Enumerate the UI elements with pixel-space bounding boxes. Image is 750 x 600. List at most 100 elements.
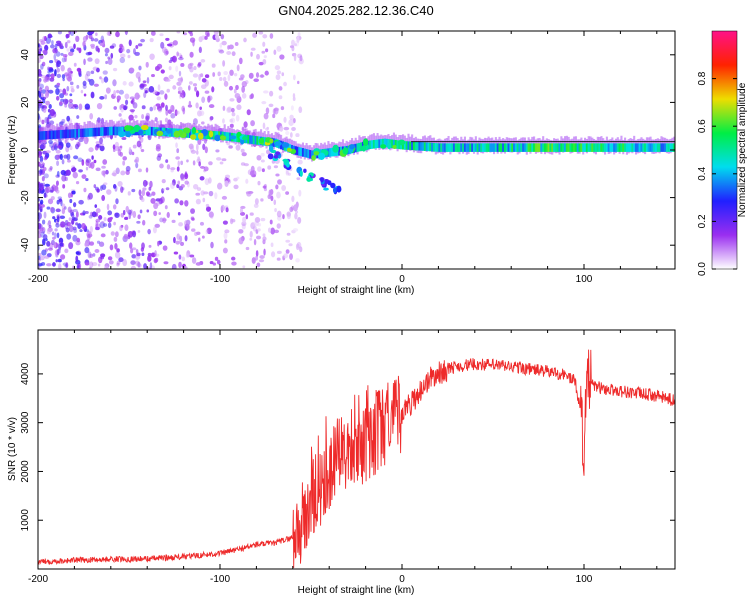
ridge-cell [385, 138, 388, 148]
noise-point [162, 245, 168, 251]
ridge-cell [422, 142, 425, 151]
noise-point [187, 251, 191, 256]
noise-point [63, 154, 68, 159]
noise-point [46, 74, 52, 77]
noise-point [236, 176, 240, 180]
noise-point [65, 227, 70, 233]
noise-point [85, 34, 89, 40]
noise-point [69, 145, 73, 151]
noise-point [97, 47, 100, 53]
noise-point [201, 78, 207, 83]
ridge-blob [380, 144, 387, 149]
noise-point [56, 216, 60, 223]
ridge-cell [611, 143, 614, 152]
noise-point [121, 137, 127, 140]
noise-point [45, 36, 52, 44]
ridge-cell [498, 143, 501, 152]
ridge-cell [500, 143, 503, 152]
noise-point [228, 44, 234, 50]
noise-point [76, 67, 82, 72]
noise-point [47, 220, 52, 226]
ridge-cell [372, 140, 375, 149]
ridge-cell [667, 143, 670, 152]
noise-point [230, 107, 235, 113]
ridge-cell [547, 143, 550, 152]
noise-point [178, 222, 184, 227]
noise-point [297, 32, 301, 37]
noise-point [122, 104, 128, 110]
noise-point [228, 85, 234, 91]
noise-point [250, 222, 256, 230]
x-tick-label: -100 [210, 574, 230, 585]
noise-point [269, 90, 274, 97]
noise-point [266, 149, 271, 155]
ridge-cell [263, 137, 266, 146]
noise-point [195, 90, 200, 98]
noise-point [55, 180, 59, 186]
noise-point [38, 183, 42, 189]
ridge-blob [342, 147, 349, 155]
noise-point [151, 191, 156, 196]
noise-point [199, 73, 204, 78]
noise-point [66, 233, 72, 240]
noise-point [176, 110, 180, 115]
ridge-cell [616, 143, 619, 152]
snr-frame [37, 329, 676, 570]
noise-point [88, 78, 95, 86]
noise-point [180, 184, 185, 188]
noise-point [292, 228, 299, 232]
noise-point [109, 244, 114, 251]
noise-point [145, 191, 151, 197]
noise-point [134, 92, 140, 100]
noise-point [206, 32, 210, 37]
noise-point [224, 174, 231, 179]
noise-point [210, 241, 214, 249]
noise-point [117, 145, 123, 151]
noise-point [109, 45, 115, 49]
ridge-cell [110, 126, 113, 136]
ridge-cell [381, 138, 385, 148]
noise-point [196, 150, 199, 155]
ridge-cell [90, 127, 93, 137]
ridge-cell [360, 142, 363, 151]
noise-point [136, 220, 141, 224]
noise-point [241, 81, 247, 88]
ridge-cell [540, 143, 543, 152]
ridge-cell [92, 127, 95, 137]
noise-point [265, 107, 270, 115]
ridge-cell [527, 143, 530, 152]
noise-point [115, 198, 119, 205]
noise-point [297, 217, 302, 224]
ridge-halo [620, 135, 623, 151]
noise-point [55, 140, 59, 147]
noise-point [128, 146, 132, 153]
noise-point [152, 90, 158, 95]
noise-point [231, 112, 236, 117]
noise-point [221, 158, 227, 162]
noise-point [88, 147, 94, 153]
ridge-cell [63, 129, 66, 139]
noise-point [289, 45, 295, 49]
ridge-halo [565, 135, 568, 151]
noise-point [122, 259, 128, 267]
noise-point [100, 255, 105, 260]
noise-point [226, 51, 232, 55]
noise-point [142, 179, 148, 187]
ridge-cell [391, 139, 394, 149]
noise-point [112, 170, 117, 177]
noise-point [147, 255, 152, 262]
noise-point [188, 85, 191, 91]
noise-point [55, 189, 60, 194]
noise-point [276, 45, 282, 52]
ridge-blob [362, 138, 369, 146]
noise-point [84, 242, 88, 247]
ridge-cell [533, 143, 536, 152]
noise-point [258, 259, 265, 263]
noise-point [231, 256, 236, 261]
noise-point [197, 156, 201, 162]
noise-point [60, 64, 65, 72]
ridge-cell [396, 140, 399, 149]
noise-point [287, 172, 291, 176]
ridge-cell [651, 143, 654, 152]
noise-point [170, 167, 176, 171]
